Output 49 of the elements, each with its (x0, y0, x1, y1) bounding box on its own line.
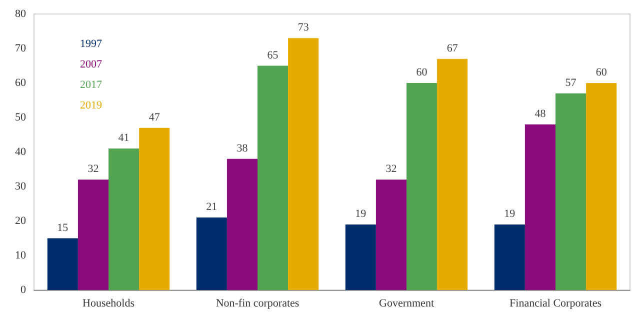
y-tick-label: 0 (20, 284, 26, 296)
y-tick-label: 60 (15, 77, 26, 89)
data-label: 21 (206, 201, 218, 214)
y-tick-label: 70 (15, 42, 26, 54)
bar (524, 124, 556, 290)
x-tick-label: Financial Corporates (510, 298, 602, 310)
data-label: 60 (416, 66, 428, 78)
x-tick-label: Households (82, 298, 134, 310)
y-tick-label: 80 (15, 8, 26, 20)
data-label: 19 (355, 208, 367, 220)
bar (139, 128, 170, 290)
bar (494, 224, 525, 290)
data-label: 41 (118, 132, 130, 144)
data-label: 38 (236, 142, 248, 154)
bar (345, 224, 376, 290)
text: 2007 (80, 58, 102, 70)
bar (226, 158, 258, 290)
text: 2017 (80, 79, 102, 91)
data-label: 57 (565, 76, 577, 89)
bar (47, 238, 78, 290)
data-label: 65 (267, 49, 279, 62)
data-label: 32 (88, 163, 99, 176)
data-label: 19 (504, 208, 516, 220)
data-label: 47 (148, 111, 160, 124)
bar (437, 58, 468, 290)
x-tick-label: Non-fin corporates (216, 298, 300, 310)
data-label: 60 (596, 66, 608, 78)
bar (406, 83, 438, 290)
bar (376, 180, 406, 290)
data-label: 48 (534, 108, 546, 120)
bar (288, 38, 319, 290)
data-label: 73 (298, 22, 310, 34)
x-tick-label: Government (379, 298, 434, 310)
bar (258, 66, 288, 290)
data-label: 15 (57, 222, 69, 234)
bar (108, 148, 140, 290)
data-label: 32 (386, 163, 397, 176)
y-tick-label: 40 (15, 146, 26, 158)
bar (78, 180, 108, 290)
text: 2019 (80, 100, 102, 112)
bar (556, 93, 586, 290)
bar (586, 83, 617, 290)
y-tick-label: 50 (15, 112, 26, 124)
text: 1997 (80, 38, 102, 50)
y-tick-label: 10 (15, 250, 26, 262)
bar (196, 218, 227, 290)
data-label: 67 (446, 42, 458, 54)
y-tick-label: 30 (15, 180, 26, 192)
y-tick-label: 20 (15, 215, 26, 227)
